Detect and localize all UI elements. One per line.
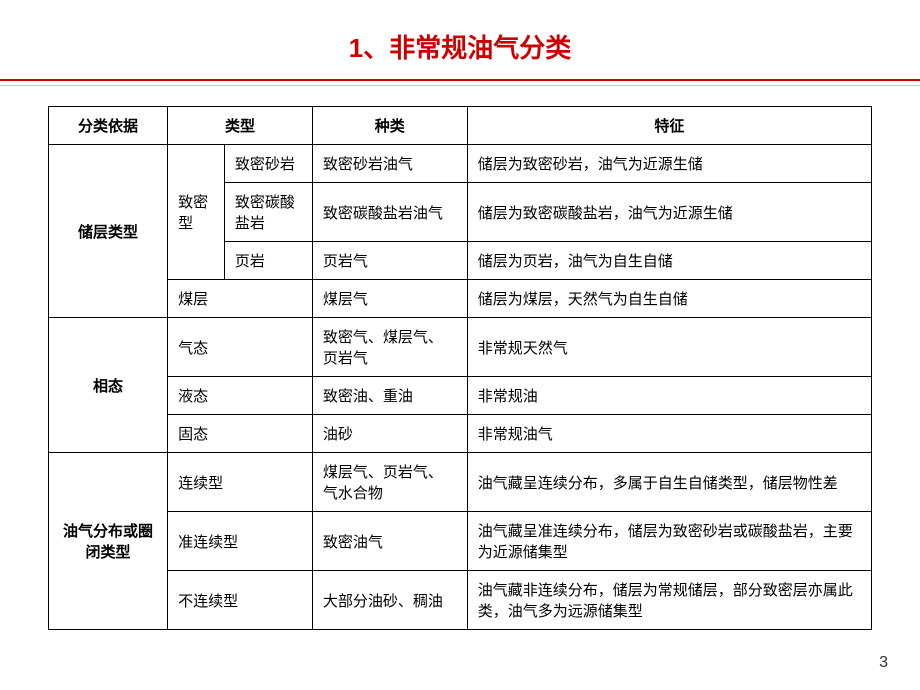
cell-kind: 大部分油砂、稠油 <box>312 571 467 630</box>
cell-feature: 非常规油气 <box>467 415 871 453</box>
cell-subtype: 致密砂岩 <box>224 145 312 183</box>
table-wrapper: 分类依据 类型 种类 特征 储层类型 致密型 致密砂岩 致密砂岩油气 储层为致密… <box>0 106 920 630</box>
cell-feature: 储层为致密碳酸盐岩，油气为近源生储 <box>467 183 871 242</box>
col-header-feature: 特征 <box>467 107 871 145</box>
cell-type: 煤层 <box>168 280 313 318</box>
page-number: 3 <box>879 654 888 672</box>
cell-kind: 煤层气 <box>312 280 467 318</box>
cell-kind: 油砂 <box>312 415 467 453</box>
cell-type: 不连续型 <box>168 571 313 630</box>
cell-feature: 油气藏呈准连续分布，储层为致密砂岩或碳酸盐岩，主要为近源储集型 <box>467 512 871 571</box>
col-header-kind: 种类 <box>312 107 467 145</box>
cell-feature: 储层为页岩，油气为自生自储 <box>467 242 871 280</box>
cell-dense-type: 致密型 <box>168 145 225 280</box>
cell-subtype: 页岩 <box>224 242 312 280</box>
row-header-reservoir: 储层类型 <box>49 145 168 318</box>
cell-type: 准连续型 <box>168 512 313 571</box>
cell-kind: 致密气、煤层气、页岩气 <box>312 318 467 377</box>
col-header-type: 类型 <box>168 107 313 145</box>
cell-type: 连续型 <box>168 453 313 512</box>
cell-kind: 致密油气 <box>312 512 467 571</box>
cell-feature: 储层为致密砂岩，油气为近源生储 <box>467 145 871 183</box>
classification-table: 分类依据 类型 种类 特征 储层类型 致密型 致密砂岩 致密砂岩油气 储层为致密… <box>48 106 872 630</box>
cell-kind: 煤层气、页岩气、气水合物 <box>312 453 467 512</box>
cell-type: 气态 <box>168 318 313 377</box>
cell-feature: 非常规油 <box>467 377 871 415</box>
cell-feature: 非常规天然气 <box>467 318 871 377</box>
divider-red <box>0 79 920 81</box>
cell-kind: 致密碳酸盐岩油气 <box>312 183 467 242</box>
cell-feature: 储层为煤层，天然气为自生自储 <box>467 280 871 318</box>
row-header-distribution: 油气分布或圈闭类型 <box>49 453 168 630</box>
cell-type: 固态 <box>168 415 313 453</box>
divider-grey <box>0 85 920 86</box>
cell-type: 液态 <box>168 377 313 415</box>
cell-feature: 油气藏呈连续分布，多属于自生自储类型，储层物性差 <box>467 453 871 512</box>
cell-feature: 油气藏非连续分布，储层为常规储层，部分致密层亦属此类，油气多为远源储集型 <box>467 571 871 630</box>
row-header-phase: 相态 <box>49 318 168 453</box>
cell-kind: 致密砂岩油气 <box>312 145 467 183</box>
col-header-basis: 分类依据 <box>49 107 168 145</box>
cell-kind: 页岩气 <box>312 242 467 280</box>
cell-kind: 致密油、重油 <box>312 377 467 415</box>
cell-subtype: 致密碳酸盐岩 <box>224 183 312 242</box>
page-title: 1、非常规油气分类 <box>0 0 920 79</box>
